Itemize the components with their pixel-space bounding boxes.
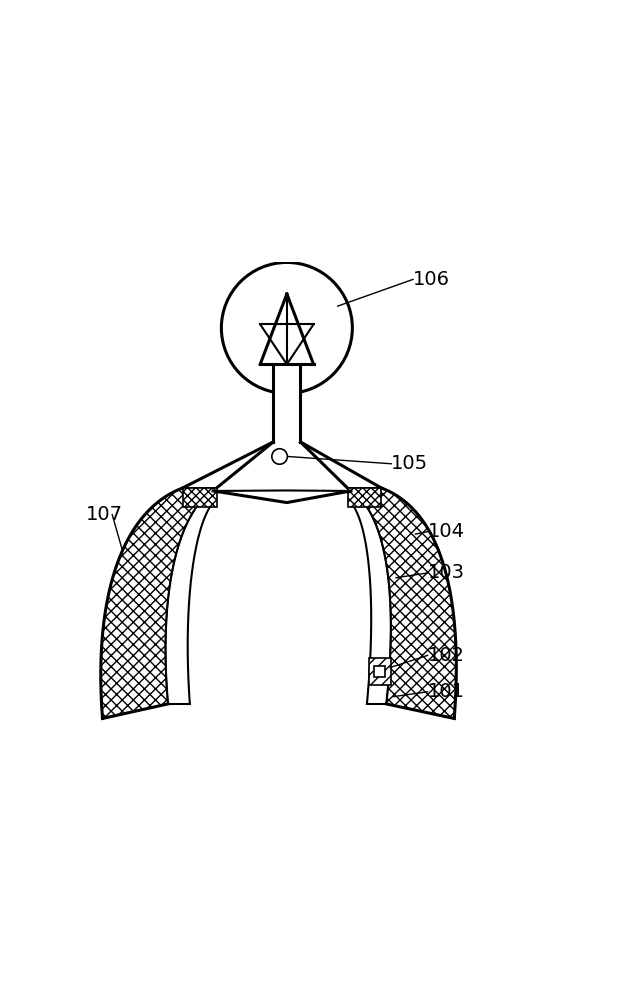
Polygon shape: [374, 666, 386, 677]
Polygon shape: [183, 488, 217, 507]
Polygon shape: [101, 488, 217, 718]
Text: 104: 104: [428, 522, 464, 541]
Text: 101: 101: [428, 682, 464, 701]
Polygon shape: [347, 488, 456, 718]
Polygon shape: [369, 658, 391, 685]
Polygon shape: [347, 488, 381, 507]
Circle shape: [222, 262, 352, 393]
Text: 103: 103: [428, 563, 464, 582]
Bar: [274, 364, 300, 442]
Text: 107: 107: [86, 505, 123, 524]
Circle shape: [272, 449, 287, 464]
Text: 102: 102: [428, 646, 464, 665]
Text: 105: 105: [391, 454, 428, 473]
Polygon shape: [188, 503, 371, 704]
Text: 106: 106: [413, 270, 450, 289]
